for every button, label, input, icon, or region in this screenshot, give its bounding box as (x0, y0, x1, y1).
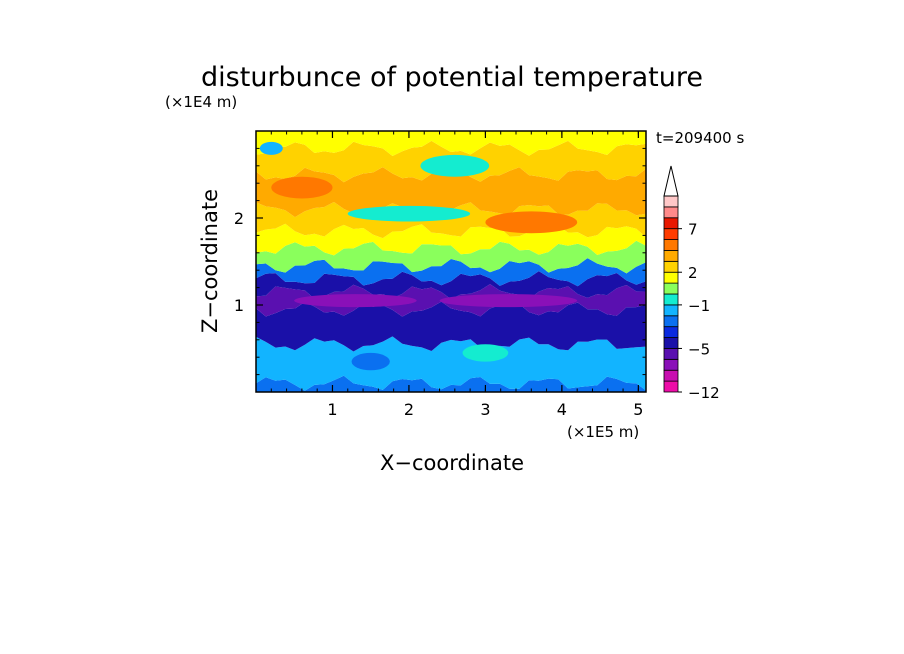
heatmap-band (256, 375, 646, 392)
heatmap-band (256, 336, 646, 391)
colorbar-swatch (663, 217, 679, 230)
colorbar-swatch (663, 250, 679, 262)
colorbar-extend-arrow (663, 165, 679, 197)
colorbar-swatch (663, 369, 679, 382)
colorbar-tick-label: −12 (688, 384, 720, 402)
colorbar-swatch (663, 282, 679, 295)
colorbar-tick-label: 2 (688, 264, 698, 282)
heatmap-feature (347, 205, 471, 222)
x-tick-label: 4 (557, 400, 567, 419)
heatmap-feature (462, 344, 509, 362)
heatmap-band (256, 202, 646, 239)
colorbar-swatch (663, 304, 679, 317)
heatmap-band (256, 301, 646, 352)
chart-title: disturbunce of potential temperature (201, 62, 703, 93)
x-axis: 1 2 3 4 5 (270, 131, 643, 419)
colorbar-swatch (663, 228, 679, 240)
y-tick-label: 1 (234, 296, 244, 315)
colorbar-swatch (663, 260, 679, 273)
colorbar-swatch (663, 293, 679, 306)
colorbar-swatch (663, 358, 679, 371)
colorbar-swatch (663, 380, 679, 393)
colorbar-tick-label: −1 (688, 297, 710, 315)
heatmap-feature (351, 352, 390, 371)
x-tick-label: 3 (480, 400, 490, 419)
y-axis-label: Z−coordinate (198, 189, 222, 333)
x-unit-label: (×1E5 m) (567, 423, 639, 441)
colorbar-swatch (663, 348, 679, 360)
heatmap-band (256, 167, 646, 218)
colorbar-tick-label: 7 (688, 221, 698, 239)
x-tick-label: 2 (404, 400, 414, 419)
colorbar-swatch (663, 337, 679, 349)
plot-frame (255, 130, 647, 393)
heatmap-band (256, 131, 646, 156)
colorbar-swatch (663, 239, 679, 251)
y-unit-label: (×1E4 m) (165, 93, 237, 111)
x-tick-label: 5 (633, 400, 643, 419)
colorbar-tick-label: −5 (688, 340, 710, 358)
heatmap-feature (259, 141, 283, 155)
heatmap-band (256, 271, 646, 300)
colorbar-swatch (663, 271, 679, 284)
heatmap-feature (271, 176, 333, 199)
heatmap-feature (485, 211, 578, 234)
heatmap-band (256, 240, 646, 274)
time-label: t=209400 s (656, 129, 744, 147)
plot-area (255, 130, 647, 393)
heatmap-features (259, 141, 578, 371)
heatmap-feature (294, 294, 417, 308)
heatmap-feature (420, 154, 490, 177)
colorbar: 7 2 −1 −5 −12 (663, 165, 720, 402)
heatmap-feature (439, 294, 578, 308)
x-axis-label: X−coordinate (380, 451, 524, 475)
colorbar-swatch (663, 326, 679, 338)
y-axis: 12 (234, 147, 646, 376)
heatmap-band (256, 258, 646, 287)
y-tick-label: 2 (234, 209, 244, 228)
colorbar-swatch (663, 315, 679, 328)
x-tick-label: 1 (327, 400, 337, 419)
colorbar-swatch (663, 195, 679, 208)
colorbar-swatch (663, 206, 679, 219)
